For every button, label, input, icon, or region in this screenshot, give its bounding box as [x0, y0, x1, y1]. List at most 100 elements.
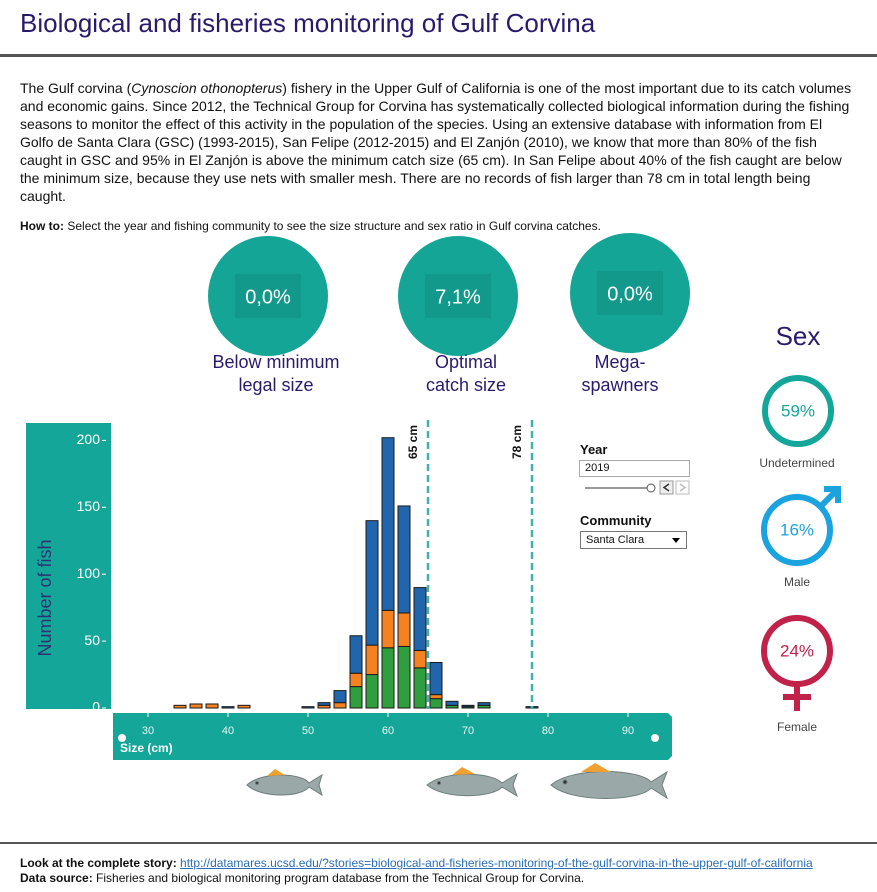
- source-label: Data source:: [20, 871, 93, 885]
- indicator-inner: [235, 274, 301, 318]
- divider: [0, 842, 877, 844]
- community-select[interactable]: Santa Clara: [580, 531, 687, 549]
- axis-knob: [118, 734, 126, 742]
- species-name: Cynoscion othonopterus: [131, 80, 283, 96]
- intro-part: The Gulf corvina (: [20, 80, 132, 96]
- indicator-value: 0,0%: [245, 286, 291, 308]
- bar-segment: [381, 647, 395, 709]
- indicator-label: legal size: [238, 375, 313, 395]
- bar-segment: [365, 674, 379, 709]
- intro-text: The Gulf corvina (Cynoscion othonopterus…: [20, 79, 856, 205]
- source-text: Fisheries and biological monitoring prog…: [96, 871, 585, 885]
- story-line: Look at the complete story: http://datam…: [20, 856, 813, 871]
- x-tick-label: 30: [142, 725, 154, 737]
- next-icon: [679, 483, 687, 492]
- year-input[interactable]: 2019: [579, 460, 690, 477]
- how-to-text: Select the year and fishing community to…: [67, 219, 601, 233]
- year-label: Year: [580, 442, 608, 457]
- sex-percent: 16%: [780, 520, 814, 539]
- bar-segment: [381, 609, 395, 649]
- sex-label: Female: [777, 720, 817, 734]
- bar-segment: [397, 612, 411, 647]
- reference-label: 65 cm: [406, 425, 420, 459]
- source-line: Data source: Fisheries and biological mo…: [20, 871, 813, 886]
- indicator-label: Mega-: [594, 352, 645, 372]
- bar-segment: [317, 702, 331, 706]
- x-tick-label: 40: [222, 725, 234, 737]
- y-tick-label: 200: [77, 431, 101, 447]
- y-tick-label: 100: [77, 565, 101, 581]
- indicator-value: 7,1%: [435, 286, 481, 308]
- undetermined-ring: [762, 375, 834, 447]
- sex-label: Undetermined: [759, 456, 834, 470]
- bar-segment: [237, 704, 251, 709]
- bar-segment: [445, 700, 459, 706]
- bar-segment: [429, 662, 443, 696]
- reference-label: 78 cm: [510, 425, 524, 459]
- bar-segment: [413, 667, 427, 709]
- x-tick-label: 80: [542, 725, 554, 737]
- bar-segment: [333, 690, 347, 704]
- sex-percent: 24%: [780, 641, 814, 660]
- indicator-label: spawners: [581, 375, 658, 395]
- bar-segment: [301, 706, 315, 709]
- bar-segment: [189, 703, 203, 709]
- bar-segment: [477, 702, 491, 706]
- bar-segment: [429, 698, 443, 709]
- indicator-label: Below minimum: [212, 352, 339, 372]
- x-tick-label: 60: [382, 725, 394, 737]
- bar-segment: [397, 505, 411, 614]
- female-cross: [783, 684, 811, 711]
- how-to-label: How to:: [20, 219, 64, 233]
- y-tick-label: 150: [77, 498, 101, 514]
- how-to: How to: Select the year and fishing comm…: [20, 219, 601, 233]
- year-slider-handle[interactable]: [646, 483, 656, 493]
- axis-knob: [651, 734, 659, 742]
- y-axis-panel: [26, 423, 111, 709]
- x-tick-label: 50: [302, 725, 314, 737]
- page-title: Biological and fisheries monitoring of G…: [20, 8, 596, 38]
- community-label: Community: [580, 513, 652, 528]
- story-link[interactable]: http://datamares.ucsd.edu/?stories=biolo…: [180, 856, 813, 870]
- bar-segment: [173, 704, 187, 709]
- indicator-value: 0,0%: [607, 283, 653, 305]
- indicator-inner: [597, 271, 663, 315]
- bar-segment: [413, 587, 427, 651]
- bar-segment: [221, 706, 235, 709]
- indicator-label: catch size: [426, 375, 506, 395]
- indicator-label: Optimal: [435, 352, 497, 372]
- bar-segment: [333, 702, 347, 709]
- fish-icons: [246, 763, 669, 800]
- y-tick-label: 50: [84, 632, 100, 648]
- bar-segment: [349, 635, 363, 674]
- x-axis-panel: [113, 713, 672, 760]
- bar-segment: [381, 437, 395, 611]
- bar-segment: [429, 694, 443, 700]
- bar-segment: [397, 645, 411, 709]
- sex-percent: 59%: [781, 401, 815, 420]
- footer: Look at the complete story: http://datam…: [20, 856, 813, 886]
- male-arrow: [817, 486, 841, 510]
- year-next-button[interactable]: [675, 480, 690, 495]
- year-prev-button[interactable]: [659, 480, 674, 495]
- x-tick-label: 70: [462, 725, 474, 737]
- y-axis-title: Number of fish: [35, 539, 55, 656]
- bar-segment: [365, 520, 379, 646]
- bar-segment: [413, 649, 427, 669]
- chart: 0 50 100 150 200 30 40 50 60 70 80 90 65 cm 78 cm: [77, 420, 634, 737]
- bar-segment: [349, 672, 363, 688]
- bar-segment: [205, 703, 219, 709]
- male-ring: [761, 494, 833, 566]
- bar-segment: [461, 704, 475, 708]
- intro-part: ) fishery in the Upper Gulf of Californi…: [20, 80, 852, 204]
- prev-icon: [662, 483, 670, 492]
- story-label: Look at the complete story:: [20, 856, 177, 870]
- bar-segment: [349, 686, 363, 709]
- x-axis-title: Size (cm): [120, 741, 173, 755]
- bar-segment: [365, 644, 379, 676]
- indicator-inner: [425, 274, 491, 318]
- divider: [0, 54, 877, 57]
- sex-label: Male: [784, 575, 810, 589]
